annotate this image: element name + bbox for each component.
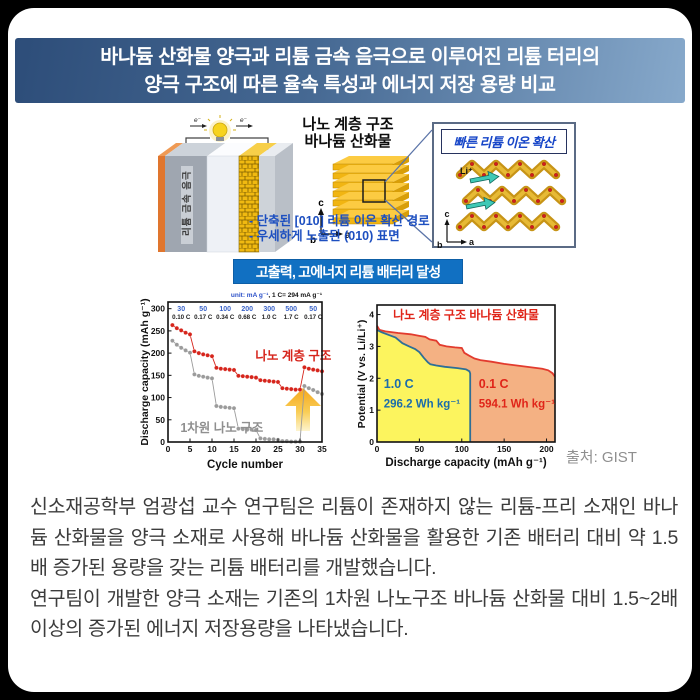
- li-ion-arrow-icon: [469, 170, 500, 184]
- svg-text:100: 100: [151, 393, 165, 403]
- svg-text:Discharge capacity (mAh g⁻¹): Discharge capacity (mAh g⁻¹): [139, 298, 151, 445]
- svg-text:30: 30: [295, 444, 305, 454]
- svg-text:나노 계층 구조 바나듐 산화물: 나노 계층 구조 바나듐 산화물: [393, 307, 539, 322]
- zoom-region-outline: [362, 179, 386, 203]
- ion-diffusion-title: 빠른 리튬 이온 확산: [441, 129, 567, 154]
- svg-text:150: 150: [151, 370, 165, 380]
- svg-text:500: 500: [285, 306, 297, 313]
- svg-text:e⁻: e⁻: [240, 117, 247, 124]
- article-body: 신소재공학부 엄광섭 교수 연구팀은 리튬이 존재하지 않는 리튬-프리 소재인…: [30, 492, 678, 645]
- light-bulb-icon: [204, 115, 236, 142]
- svg-text:150: 150: [497, 444, 511, 454]
- svg-text:0.1 C: 0.1 C: [479, 377, 509, 391]
- svg-text:296.2 Wh kg⁻¹: 296.2 Wh kg⁻¹: [384, 398, 461, 410]
- svg-text:35: 35: [317, 444, 327, 454]
- body-paragraph-1: 신소재공학부 엄광섭 교수 연구팀은 리튬이 존재하지 않는 리튬-프리 소재인…: [30, 496, 678, 579]
- svg-text:50: 50: [199, 306, 207, 313]
- svg-text:1.7 C: 1.7 C: [284, 314, 299, 321]
- svg-text:a: a: [469, 237, 475, 247]
- svg-text:50: 50: [309, 306, 317, 313]
- infographic-card: 바나듐 산화물 양극과 리튬 금속 음극으로 이루어진 리튬 터리의 양극 구조…: [8, 8, 692, 692]
- svg-text:1: 1: [369, 405, 374, 415]
- source-credit: 출처: GIST: [566, 449, 637, 466]
- electron-flow-right: e⁻: [236, 117, 253, 128]
- svg-text:200: 200: [151, 348, 165, 358]
- svg-text:250: 250: [151, 326, 165, 336]
- svg-text:10: 10: [207, 444, 217, 454]
- svg-text:100: 100: [455, 444, 469, 454]
- electron-flow-left: e⁻: [190, 117, 207, 128]
- svg-text:50: 50: [415, 444, 425, 454]
- svg-text:20: 20: [251, 444, 261, 454]
- discharge-curve-chart: 나노 계층 구조 바나듐 산화물 0.1 C 594.1 Wh kg⁻¹ 1.0 C 2…: [356, 304, 556, 469]
- svg-text:e⁻: e⁻: [194, 117, 201, 124]
- svg-text:594.1 Wh kg⁻¹: 594.1 Wh kg⁻¹: [479, 398, 556, 410]
- svg-text:4: 4: [369, 310, 374, 320]
- feature-bullets: - 단축된 [010] 리튬 이온 확산 경로 - 우세하게 노출된 (010)…: [249, 214, 430, 243]
- svg-text:30: 30: [177, 306, 185, 313]
- svg-text:b: b: [310, 235, 316, 246]
- svg-text:0.17 C: 0.17 C: [194, 314, 213, 321]
- bullet-exposed-surface: - 우세하게 노출된 (010) 표면: [249, 228, 400, 243]
- nano-structure-label-line2: 바나듐 산화물: [304, 133, 392, 150]
- svg-text:c: c: [318, 198, 324, 209]
- body-paragraph-2: 연구팀이 개발한 양극 소재는 기존의 1차원 나노구조 바나듐 산화물 대비 …: [30, 587, 678, 641]
- achievement-banner: 고출력, 고에너지 리튬 배터리 달성: [233, 259, 463, 284]
- svg-text:2: 2: [369, 373, 374, 383]
- svg-text:0.10 C: 0.10 C: [172, 314, 191, 321]
- svg-text:1.0 C: 1.0 C: [384, 377, 414, 391]
- svg-text:0.68 C: 0.68 C: [238, 314, 257, 321]
- svg-text:0: 0: [375, 444, 380, 454]
- svg-text:a: a: [345, 230, 351, 241]
- svg-text:Potential (V vs. Li/Li⁺): Potential (V vs. Li/Li⁺): [356, 320, 368, 429]
- nano-layer-structure: c a b: [310, 156, 409, 246]
- crystal-structure: Li⁺ c a b: [437, 159, 567, 250]
- svg-text:5: 5: [188, 444, 193, 454]
- svg-text:300: 300: [263, 306, 275, 313]
- svg-text:50: 50: [156, 415, 166, 425]
- svg-text:0: 0: [166, 444, 171, 454]
- svg-text:b: b: [437, 240, 443, 250]
- svg-text:100: 100: [219, 306, 231, 313]
- nano-structure-label: 나노 계층 구조 바나듐 산화물: [286, 116, 410, 150]
- svg-text:200: 200: [241, 306, 253, 313]
- li-ion-label: Li⁺: [460, 166, 473, 176]
- svg-text:15: 15: [229, 444, 239, 454]
- svg-text:c: c: [444, 209, 449, 219]
- bullet-diffusion-path: - 단축된 [010] 리튬 이온 확산 경로: [249, 214, 430, 228]
- anode-label: 리튬 금속 음극: [181, 170, 193, 236]
- li-ion-arrow-icon: [465, 196, 496, 210]
- svg-text:1차원 나노 구조: 1차원 나노 구조: [180, 420, 263, 435]
- title-banner: 바나듐 산화물 양극과 리튬 금속 음극으로 이루어진 리튬 터리의 양극 구조…: [15, 38, 685, 103]
- battery-schematic: e⁻ e⁻ 리튬 금속 음극: [158, 115, 293, 253]
- title-line2: 양극 구조에 따른 율속 특성과 에너지 저장 용량 비교: [144, 73, 556, 96]
- svg-text:0: 0: [160, 437, 165, 447]
- svg-text:0: 0: [369, 437, 374, 447]
- crystal-axes: c a b: [310, 198, 351, 246]
- svg-text:3: 3: [369, 341, 374, 351]
- ion-diffusion-panel: 빠른 리튬 이온 확산 Li⁺ c a b: [432, 122, 576, 250]
- svg-text:1.0 C: 1.0 C: [262, 314, 277, 321]
- svg-text:unit: mA g⁻¹, 1 C= 294 mA g⁻¹: unit: mA g⁻¹, 1 C= 294 mA g⁻¹: [231, 292, 322, 299]
- svg-text:200: 200: [539, 444, 553, 454]
- current-collector: [158, 143, 183, 252]
- svg-text:Discharge capacity (mAh g⁻¹): Discharge capacity (mAh g⁻¹): [385, 457, 547, 469]
- cathode-collector: [259, 143, 293, 252]
- svg-text:0.34 C: 0.34 C: [216, 314, 235, 321]
- arrow-right-icon: [202, 124, 207, 128]
- title-line1: 바나듐 산화물 양극과 리튬 금속 음극으로 이루어진 리튬 터리의: [100, 45, 600, 68]
- svg-text:Cycle number: Cycle number: [207, 459, 284, 471]
- svg-text:300: 300: [151, 304, 165, 314]
- svg-text:0.17 C: 0.17 C: [304, 314, 323, 321]
- arrow-right-icon: [248, 124, 253, 128]
- nano-structure-label-line1: 나노 계층 구조: [302, 116, 394, 133]
- svg-text:25: 25: [273, 444, 283, 454]
- svg-text:나노 계층 구조: 나노 계층 구조: [255, 348, 331, 363]
